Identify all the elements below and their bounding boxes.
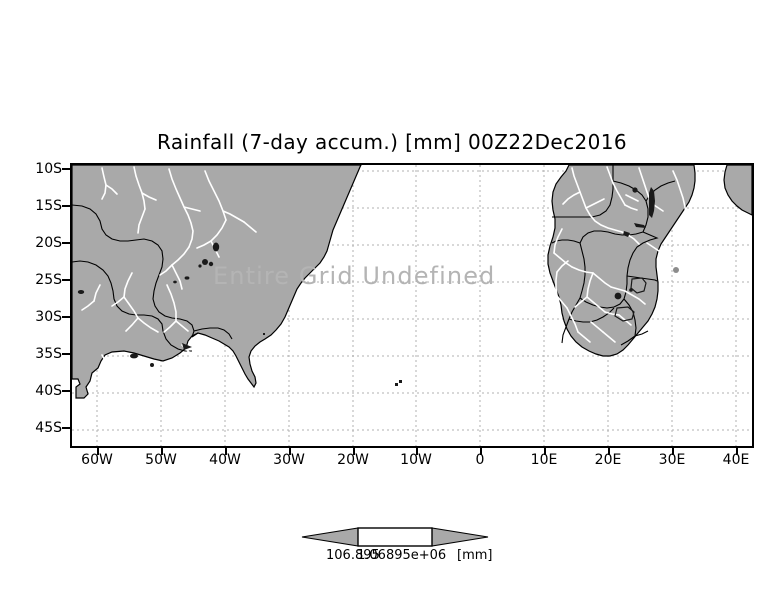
x-tick-label: 20E	[594, 452, 622, 468]
map-edge-landmass	[723, 165, 752, 216]
y-tick-label: 35S	[35, 346, 62, 362]
y-tick-mark	[62, 242, 70, 244]
y-tick-label: 30S	[35, 309, 62, 325]
x-tick-label: 0	[475, 452, 485, 468]
south-america-borders	[72, 204, 233, 352]
colorbar-max-label: 1.06895e+06	[357, 548, 447, 563]
map-plot-area[interactable]	[70, 163, 754, 448]
y-tick-mark	[62, 390, 70, 392]
x-tick-mark	[161, 448, 163, 455]
map-canvas	[72, 165, 752, 446]
x-tick-label: 10W	[400, 452, 432, 468]
southern-africa-rivers	[553, 166, 687, 343]
colorbar-unit-label: [mm]	[457, 548, 493, 563]
colorbar-center-box	[357, 527, 433, 547]
y-tick-mark	[62, 353, 70, 355]
x-tick-mark	[608, 448, 610, 455]
y-tick-label: 45S	[35, 420, 62, 436]
colorbar-graphic	[301, 527, 489, 547]
y-tick-mark	[62, 316, 70, 318]
colorbar[interactable]: 106.895 1.06895e+06 [mm]	[300, 524, 493, 574]
page-title: Rainfall (7-day accum.) [mm] 00Z22Dec201…	[156, 130, 628, 154]
x-tick-mark	[353, 448, 355, 455]
southern-africa-landmass	[547, 165, 696, 357]
x-tick-mark	[480, 448, 482, 455]
y-tick-label: 20S	[35, 235, 62, 251]
x-tick-mark	[225, 448, 227, 455]
y-tick-label: 40S	[35, 383, 62, 399]
y-tick-label: 25S	[35, 272, 62, 288]
y-tick-mark	[62, 427, 70, 429]
y-tick-label: 15S	[35, 198, 62, 214]
south-america-rivers	[81, 166, 257, 378]
x-tick-label: 30W	[273, 452, 305, 468]
x-axis: 60W 50W 40W 30W 20W 10W 0 10E 20E 30E 40…	[70, 452, 754, 476]
y-tick-label: 10S	[35, 161, 62, 177]
x-tick-mark	[289, 448, 291, 455]
x-tick-label: 10E	[530, 452, 558, 468]
colorbar-left-extend	[301, 527, 359, 547]
x-tick-label: 50W	[145, 452, 177, 468]
grid-undefined-message: Entire Grid Undefined	[213, 262, 496, 290]
y-axis: 10S 15S 20S 25S 30S 35S 40S 45S	[14, 161, 62, 448]
southern-africa-lakes	[614, 187, 679, 322]
colorbar-min-label: 106.895	[326, 548, 380, 563]
x-tick-label: 60W	[81, 452, 113, 468]
y-tick-mark	[62, 279, 70, 281]
y-tick-mark	[62, 168, 70, 170]
x-tick-mark	[416, 448, 418, 455]
south-america-lakes	[77, 242, 220, 367]
x-tick-mark	[97, 448, 99, 455]
x-tick-label: 40W	[209, 452, 241, 468]
x-tick-label: 40E	[722, 452, 750, 468]
colorbar-right-extend	[431, 527, 489, 547]
x-tick-mark	[544, 448, 546, 455]
x-tick-mark	[736, 448, 738, 455]
x-tick-mark	[672, 448, 674, 455]
x-tick-label: 20W	[337, 452, 369, 468]
x-tick-label: 30E	[658, 452, 686, 468]
y-tick-mark	[62, 205, 70, 207]
ocean-island-dots	[263, 333, 402, 386]
